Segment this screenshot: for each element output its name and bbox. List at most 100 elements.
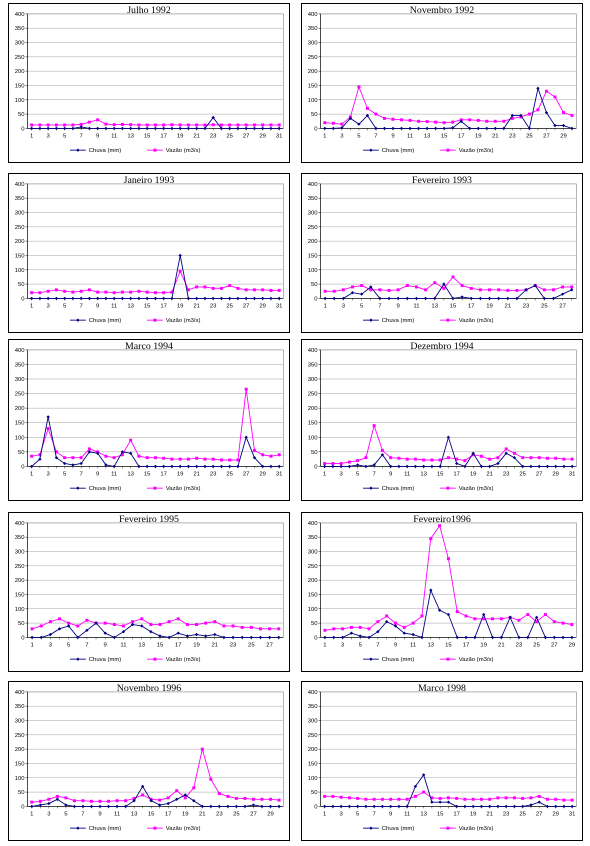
y-tick-label: 50 [18,282,25,288]
y-tick-label: 250 [308,225,319,231]
flow-point [158,623,162,627]
flow-point [104,122,108,126]
rain-point [490,635,495,640]
legend-flow-marker [153,148,157,152]
flow-point [213,620,217,624]
rain-point [425,126,429,131]
rain-point [364,464,368,469]
legend-rain-label: Chuva (mm) [89,486,122,492]
flow-point [251,797,255,801]
y-tick-label: 250 [15,733,26,739]
flow-point [360,284,364,288]
rain-point [203,126,207,131]
y-tick-label: 400 [15,521,26,527]
flow-point [537,456,541,460]
rain-point [128,126,133,131]
x-tick-label: 27 [243,303,250,309]
flow-point [515,288,519,292]
y-tick-label: 150 [308,761,319,767]
rain-point [454,461,459,466]
flow-point [178,123,182,127]
flow-point [132,796,136,800]
y-tick-label: 300 [308,40,319,46]
x-tick-label: 3 [340,811,344,817]
flow-point [38,453,42,457]
x-tick-label: 27 [536,471,543,477]
rain-point [192,799,196,803]
flow-point [430,796,434,800]
legend-rain-marker [369,148,373,152]
x-tick-label: 21 [492,133,499,139]
rain-point [260,804,264,809]
flow-point [389,797,393,801]
flow-point [149,623,153,627]
rain-point [413,464,418,469]
rain-point [106,804,111,809]
flow-point [185,623,189,627]
y-tick-label: 300 [15,210,26,216]
flow-point [552,620,556,624]
x-tick-label: 27 [536,811,543,817]
y-tick-label: 100 [308,776,319,782]
y-tick-label: 200 [308,239,319,245]
flow-point [175,789,179,793]
flow-point [162,291,166,295]
flow-point [331,121,335,125]
flow-point [389,456,393,460]
rain-series-line [324,86,573,130]
rain-point [161,464,166,469]
x-tick-label: 23 [503,471,510,477]
x-tick-label: 1 [30,303,33,309]
x-tick-label: 13 [127,303,134,309]
flow-point [506,288,510,292]
y-tick-label: 300 [308,377,319,383]
x-tick-label: 13 [131,811,138,817]
rain-point [252,296,257,301]
flow-point [252,123,256,127]
rain-point [405,804,409,809]
x-tick-label: 7 [378,303,381,309]
rain-point [94,621,98,625]
flow-point [140,617,144,621]
rain-point [476,126,480,131]
rain-point [570,126,574,131]
x-tick-label: 3 [339,471,343,477]
x-tick-label: 25 [226,303,233,309]
flow-point [141,793,145,797]
x-tick-label: 31 [276,133,283,139]
flow-point [236,123,240,127]
y-tick-label: 400 [15,12,26,18]
x-tick-label: 19 [470,471,477,477]
flow-point [570,798,574,802]
flow-point [137,454,141,458]
y-tick-label: 300 [308,718,319,724]
rain-point [222,635,226,640]
legend-flow-label: Vazão (m3/s) [459,148,494,154]
rain-point [112,635,116,640]
x-tick-label: 17 [463,642,470,648]
x-tick-label: 27 [559,303,566,309]
rain-point [104,126,108,131]
x-tick-label: 19 [470,811,477,817]
flow-point [347,460,351,464]
x-tick-label: 11 [404,471,410,477]
flow-point [112,291,116,295]
x-tick-label: 25 [541,303,548,309]
rain-point [545,804,550,809]
flow-point [195,456,199,460]
x-tick-label: 7 [80,133,83,139]
x-tick-label: 9 [98,811,101,817]
chart-title: Fevereiro 1993 [412,175,472,186]
rain-point [161,126,166,131]
flow-point [357,85,361,89]
x-tick-label: 1 [30,642,33,648]
x-tick-label: 21 [505,303,512,309]
flow-point [145,290,149,294]
x-tick-label: 15 [144,471,151,477]
flow-point [137,123,141,127]
rain-point [469,296,473,301]
flow-series-line [31,618,279,630]
rain-point [38,296,42,301]
